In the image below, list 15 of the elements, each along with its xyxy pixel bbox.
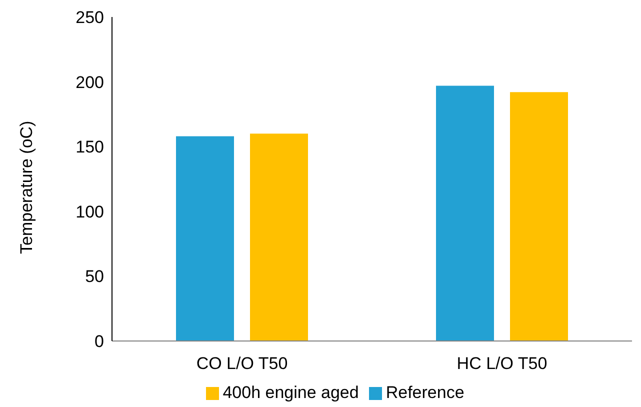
- x-tick-label: CO L/O T50: [196, 354, 288, 374]
- y-axis-title: Temperature (oC): [17, 120, 36, 254]
- y-tick-label: 100: [76, 202, 104, 222]
- y-tick-label: 250: [76, 8, 104, 28]
- legend-label: Reference: [386, 383, 464, 402]
- x-tick-label: HC L/O T50: [456, 354, 548, 374]
- y-tick-label: 200: [76, 72, 104, 92]
- y-tick-label: 0: [94, 332, 104, 352]
- y-tick-label: 150: [76, 138, 104, 157]
- y-tick-label: 50: [85, 267, 104, 286]
- bar: [510, 92, 568, 341]
- bar: [250, 134, 308, 341]
- legend-label: 400h engine aged: [222, 383, 359, 402]
- bar: [176, 136, 234, 341]
- bar: [436, 86, 494, 341]
